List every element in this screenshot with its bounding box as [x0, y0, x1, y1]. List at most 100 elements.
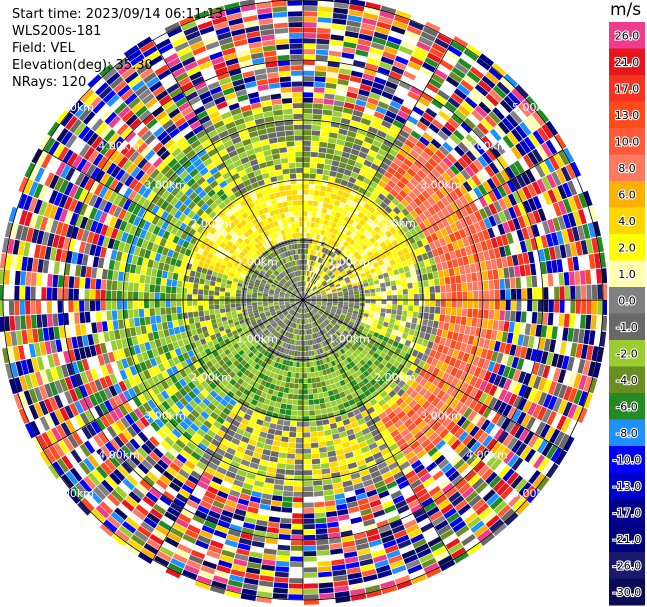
velocity-gate — [451, 67, 466, 79]
velocity-gate — [324, 254, 329, 260]
velocity-gate — [384, 277, 390, 283]
velocity-gate — [462, 300, 468, 309]
velocity-gate — [334, 443, 343, 451]
velocity-gate — [396, 284, 403, 290]
velocity-gate — [527, 288, 533, 300]
velocity-gate — [311, 272, 315, 278]
velocity-gate — [262, 559, 276, 566]
velocity-gate — [336, 84, 348, 91]
velocity-gate — [326, 306, 332, 309]
velocity-gate — [280, 381, 286, 387]
velocity-gate — [570, 242, 578, 257]
velocity-gate — [339, 239, 346, 245]
velocity-gate — [412, 187, 421, 197]
velocity-gate — [469, 213, 478, 224]
velocity-gate — [440, 307, 446, 315]
velocity-gate — [421, 353, 429, 362]
velocity-gate — [467, 291, 473, 300]
velocity-gate — [389, 318, 396, 325]
velocity-gate — [326, 307, 331, 311]
velocity-gate — [350, 266, 357, 272]
velocity-gate — [325, 77, 338, 84]
velocity-gate — [318, 310, 324, 315]
velocity-gate — [539, 161, 551, 176]
velocity-gate — [397, 249, 404, 257]
velocity-gate — [277, 463, 286, 469]
velocity-gate — [492, 320, 499, 331]
velocity-gate — [424, 259, 431, 267]
velocity-gate — [373, 233, 381, 241]
velocity-gate — [369, 236, 377, 244]
velocity-gate — [359, 123, 370, 131]
velocity-gate — [107, 320, 114, 331]
velocity-gate — [133, 282, 139, 292]
velocity-gate — [309, 233, 314, 239]
velocity-gate — [303, 556, 317, 562]
velocity-gate — [353, 260, 360, 266]
velocity-gate — [406, 153, 417, 163]
velocity-gate — [396, 166, 407, 176]
velocity-gate — [305, 300, 311, 303]
velocity-gate — [596, 346, 605, 363]
velocity-gate — [220, 312, 227, 318]
velocity-gate — [306, 276, 308, 282]
velocity-gate — [341, 151, 350, 159]
velocity-gate — [347, 341, 353, 348]
velocity-gate — [405, 360, 413, 369]
velocity-gate — [326, 243, 331, 250]
velocity-gate — [53, 261, 60, 275]
velocity-gate — [144, 275, 151, 284]
velocity-gate — [430, 138, 442, 149]
velocity-gate — [405, 386, 414, 396]
velocity-gate — [368, 244, 375, 251]
velocity-gate — [408, 191, 417, 201]
velocity-gate — [389, 227, 397, 235]
velocity-gate — [465, 134, 477, 146]
velocity-gate — [314, 273, 318, 279]
velocity-gate — [339, 123, 350, 130]
velocity-gate — [285, 469, 295, 475]
velocity-gate — [246, 297, 252, 300]
velocity-gate — [404, 252, 411, 260]
velocity-gate — [198, 310, 204, 317]
velocity-gate — [498, 431, 509, 444]
velocity-gate — [480, 348, 488, 359]
velocity-gate — [397, 294, 403, 300]
velocity-gate — [545, 233, 554, 247]
velocity-gate — [381, 366, 389, 374]
velocity-gate — [57, 287, 63, 300]
velocity-gate — [277, 419, 284, 426]
velocity-gate — [294, 383, 299, 389]
velocity-gate — [420, 92, 434, 103]
velocity-gate — [439, 59, 454, 71]
velocity-gate — [267, 521, 280, 528]
velocity-gate — [324, 396, 331, 403]
velocity-gate — [380, 143, 391, 153]
velocity-gate — [389, 365, 397, 373]
velocity-gate — [342, 46, 356, 54]
velocity-gate — [314, 81, 326, 88]
velocity-gate — [381, 326, 388, 332]
velocity-gate — [334, 314, 340, 319]
velocity-gate — [426, 341, 434, 349]
velocity-gate — [183, 318, 190, 326]
velocity-gate — [133, 309, 139, 318]
velocity-gate — [561, 355, 570, 370]
velocity-gate — [366, 198, 374, 206]
velocity-gate — [422, 132, 434, 142]
velocity-gate — [546, 173, 557, 189]
velocity-gate — [404, 139, 416, 149]
velocity-gate — [395, 153, 406, 162]
velocity-gate — [318, 576, 333, 583]
velocity-gate — [324, 320, 329, 325]
velocity-gate — [371, 247, 378, 254]
velocity-gate — [556, 354, 565, 369]
velocity-gate — [480, 118, 493, 132]
velocity-gate — [498, 465, 511, 479]
velocity-gate — [303, 567, 318, 573]
velocity-gate — [337, 207, 344, 214]
velocity-gate — [392, 340, 399, 348]
velocity-gate — [293, 491, 303, 497]
velocity-gate — [403, 294, 409, 300]
velocity-gate — [324, 285, 330, 289]
